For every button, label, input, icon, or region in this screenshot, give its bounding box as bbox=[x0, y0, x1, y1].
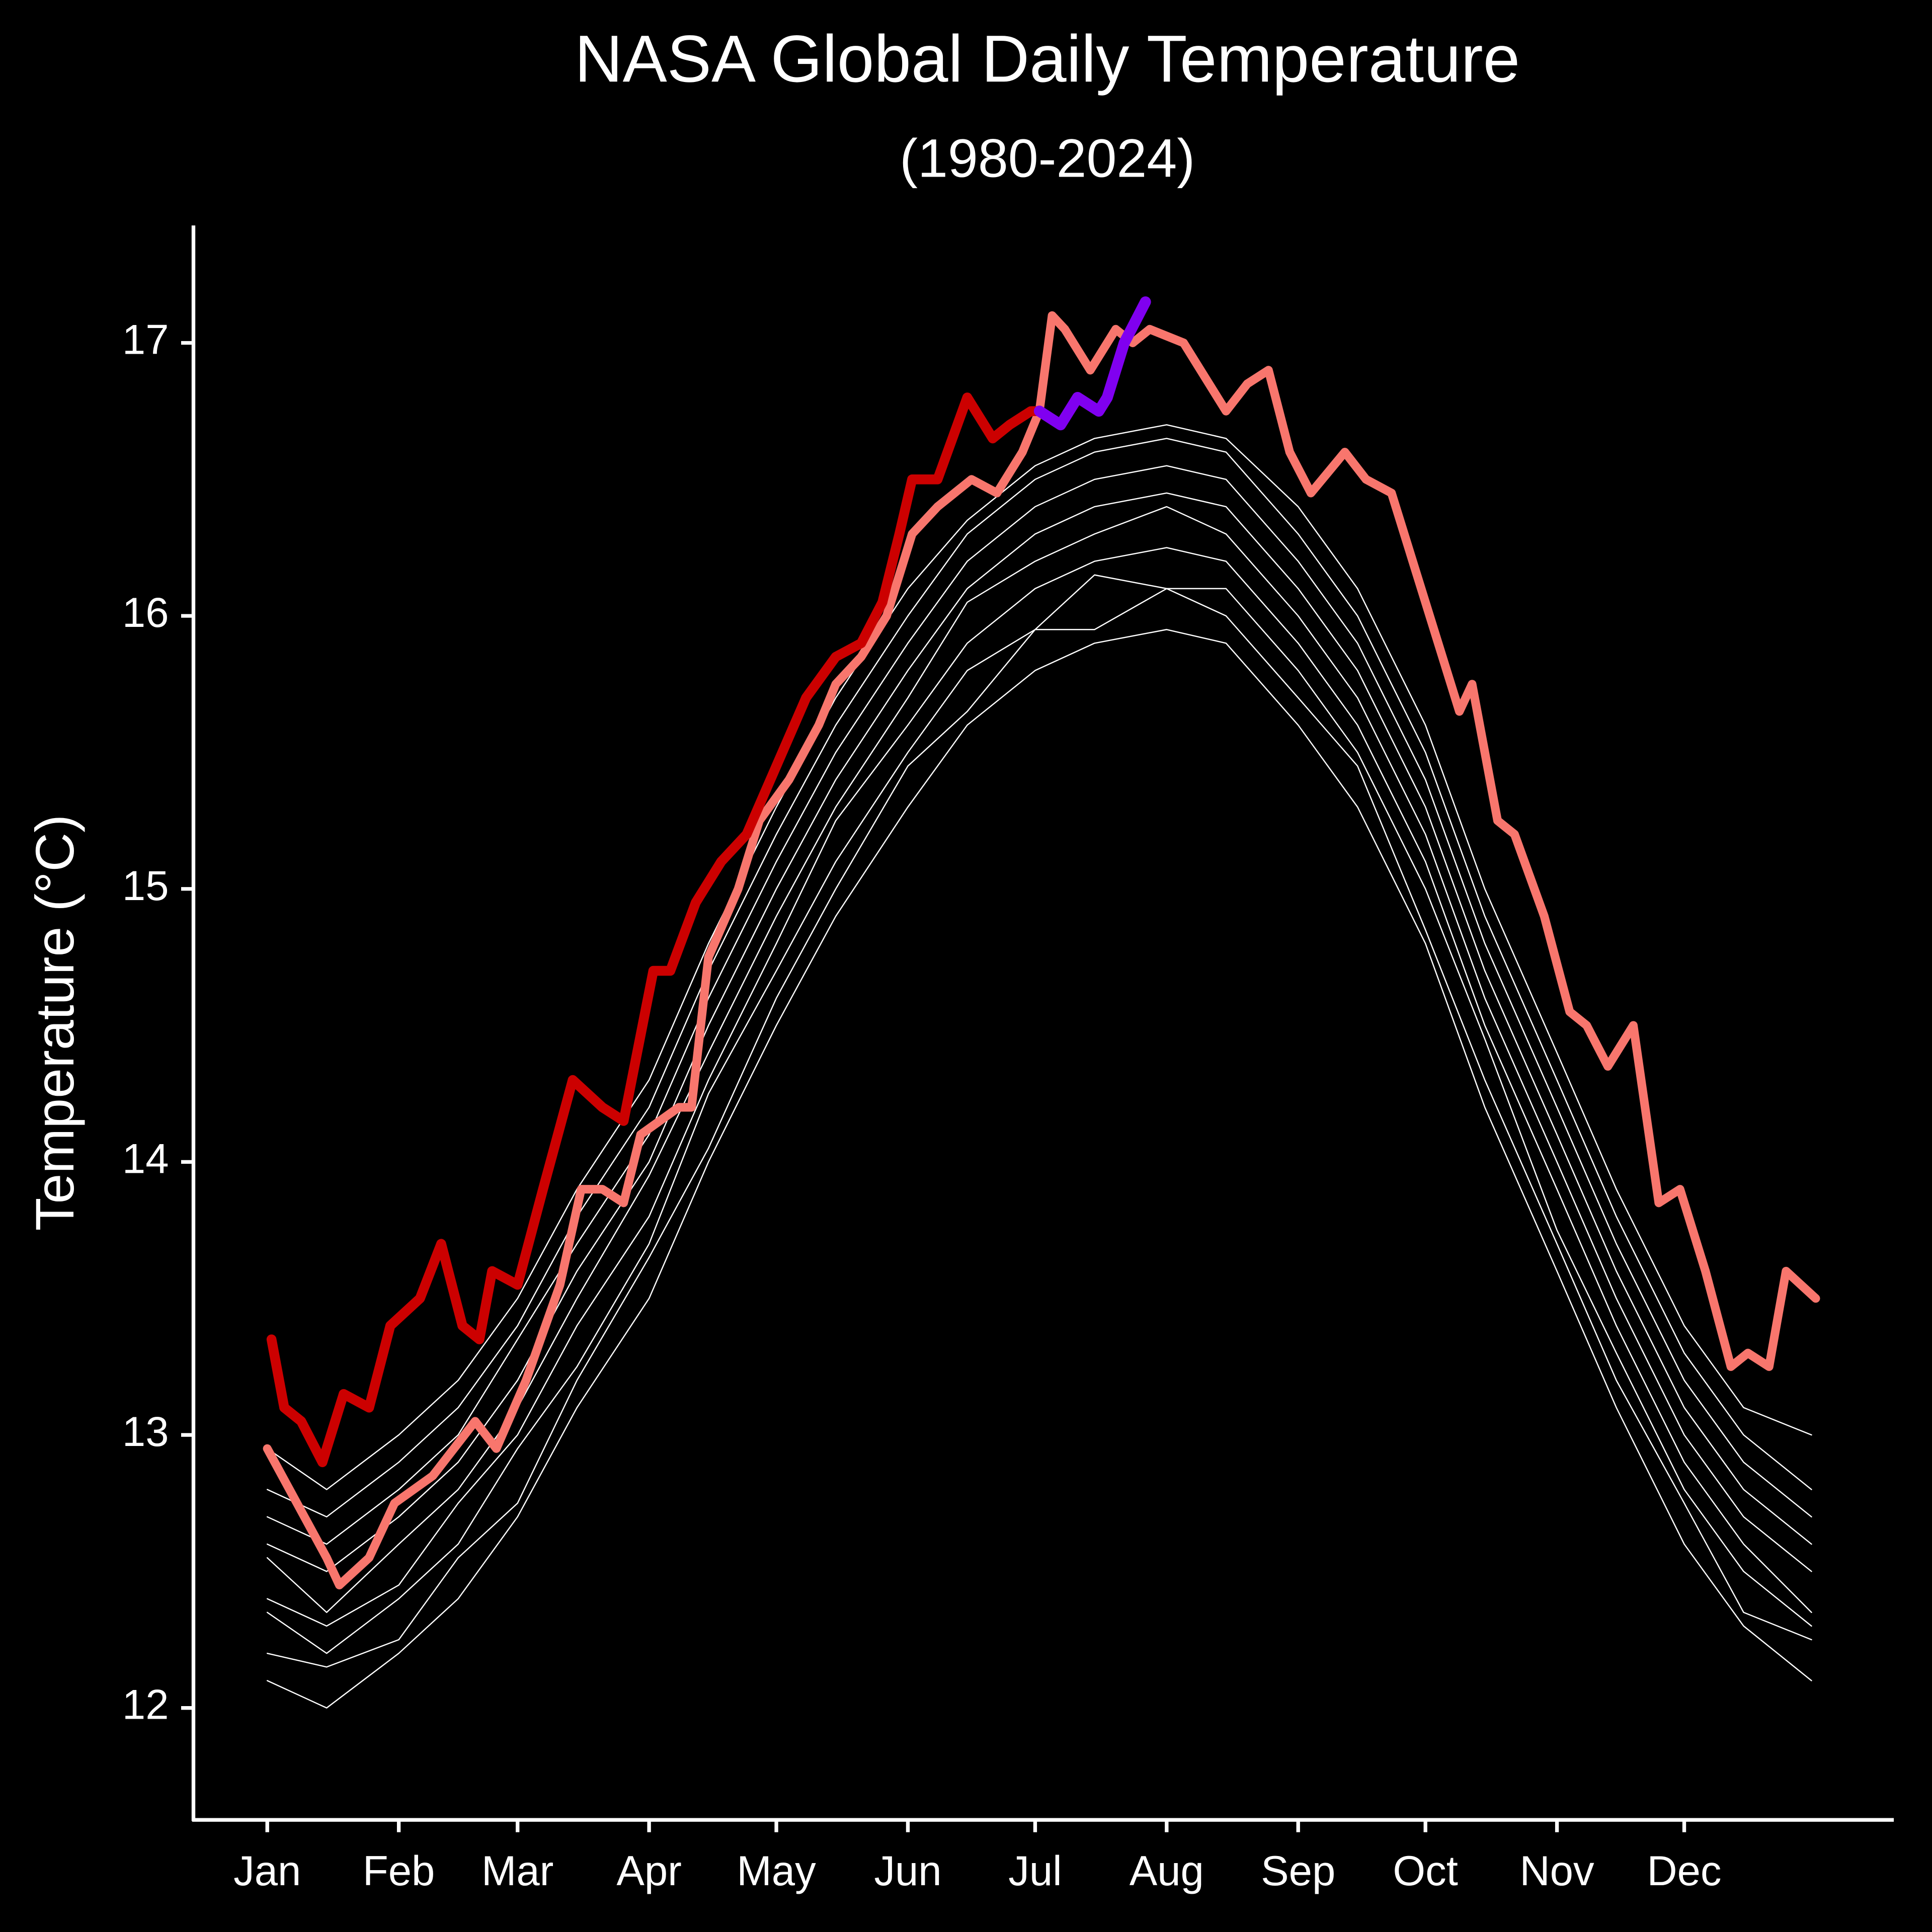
y-tick-label: 15 bbox=[122, 862, 169, 909]
chart-title: NASA Global Daily Temperature bbox=[575, 22, 1520, 96]
x-tick-label: May bbox=[737, 1847, 816, 1894]
y-tick-label: 14 bbox=[122, 1135, 169, 1182]
series-line bbox=[266, 465, 1812, 1545]
x-tick-label: Dec bbox=[1647, 1847, 1722, 1894]
y-axis-label: Temperature (°C) bbox=[24, 815, 85, 1231]
series-line bbox=[266, 547, 1812, 1627]
x-tick-label: Sep bbox=[1261, 1847, 1335, 1894]
x-tick-label: Apr bbox=[616, 1847, 682, 1894]
x-tick-label: Nov bbox=[1520, 1847, 1594, 1894]
series-line bbox=[266, 392, 1044, 1468]
x-tick-label: Feb bbox=[363, 1847, 435, 1894]
series-line bbox=[266, 492, 1812, 1572]
y-tick-label: 13 bbox=[122, 1408, 169, 1455]
series-line bbox=[266, 574, 1812, 1654]
series-line bbox=[263, 311, 1820, 1590]
x-tick-label: Jan bbox=[233, 1847, 301, 1894]
y-tick-label: 17 bbox=[122, 316, 169, 363]
x-tick-label: Jul bbox=[1008, 1847, 1062, 1894]
x-tick-label: Mar bbox=[481, 1847, 553, 1894]
x-tick-label: Oct bbox=[1393, 1847, 1458, 1894]
y-tick-label: 12 bbox=[122, 1681, 169, 1728]
chart-subtitle: (1980-2024) bbox=[900, 128, 1195, 189]
x-tick-label: Jun bbox=[874, 1847, 941, 1894]
y-tick-label: 16 bbox=[122, 589, 169, 636]
series-line bbox=[266, 629, 1812, 1709]
x-tick-label: Aug bbox=[1130, 1847, 1204, 1894]
series-line bbox=[266, 424, 1812, 1490]
series-line bbox=[266, 438, 1812, 1518]
series-line bbox=[1033, 296, 1151, 431]
